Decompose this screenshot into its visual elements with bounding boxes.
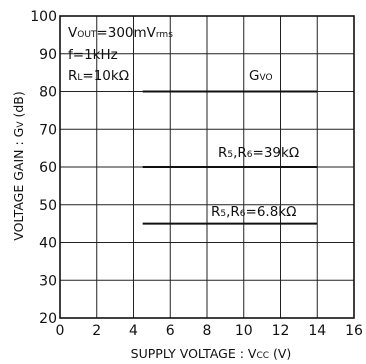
s39-r5: R — [218, 145, 227, 161]
xlabel-unit: (V) — [269, 346, 291, 361]
plot-frame — [59, 15, 355, 319]
s68-5: 5 — [220, 209, 226, 219]
cond-rl-val: =10kΩ — [82, 68, 129, 84]
gvo-g: G — [249, 68, 259, 84]
y-tick-label: 60 — [39, 160, 57, 176]
x-axis-label: SUPPLY VOLTAGE : VCC (V) — [131, 346, 292, 361]
x-tick-label: 14 — [308, 323, 326, 339]
cond-vout-val: =300mV — [96, 25, 156, 41]
s39-mid: ,R — [233, 145, 247, 161]
x-tick-label: 10 — [235, 323, 253, 339]
cond-rl-sub: L — [77, 73, 82, 83]
cond-vout-sub: OUT — [77, 30, 97, 40]
condition-frequency: f=1kHz — [68, 47, 118, 63]
y-tick-label: 90 — [39, 47, 57, 63]
x-tick-label: 6 — [166, 323, 175, 339]
condition-load: RL=10kΩ — [68, 68, 129, 84]
y-tick-label: 70 — [39, 122, 57, 138]
y-tick-label: 20 — [39, 311, 57, 327]
y-tick-label: 80 — [39, 85, 57, 101]
ylabel-unit: (dB) — [11, 91, 26, 121]
y-axis-label: VOLTAGE GAIN : GV (dB) — [11, 91, 26, 241]
condition-vout: VOUT=300mVrms — [68, 25, 173, 41]
y-tick-label: 40 — [39, 236, 57, 252]
cond-vout-rms: rms — [156, 30, 173, 40]
xlabel-main: SUPPLY VOLTAGE : V — [131, 346, 257, 361]
s68-6: 6 — [240, 209, 246, 219]
series-label-39k: R5,R6=39kΩ — [218, 145, 299, 161]
ylabel-main: VOLTAGE GAIN : G — [11, 128, 26, 241]
y-tick-label: 30 — [39, 273, 57, 289]
x-tick-label: 12 — [272, 323, 290, 339]
s68-val: =6.8kΩ — [246, 204, 297, 220]
s39-6: 6 — [247, 150, 253, 160]
s68-r5: R — [211, 204, 220, 220]
series-label-6k8: R5,R6=6.8kΩ — [211, 204, 296, 220]
cond-rl-r: R — [68, 68, 77, 84]
x-tick-label: 0 — [56, 323, 65, 339]
ylabel-sub: V — [16, 121, 26, 128]
x-tick-labels: 0 2 4 6 8 10 12 14 16 — [56, 323, 363, 339]
x-tick-label: 2 — [92, 323, 101, 339]
series-lines — [142, 90, 318, 225]
x-tick-label: 4 — [129, 323, 138, 339]
x-tick-label: 16 — [345, 323, 363, 339]
y-tick-label: 50 — [39, 198, 57, 214]
s39-5: 5 — [227, 150, 233, 160]
s39-val: =39kΩ — [253, 145, 300, 161]
series-label-gvo: GVO — [249, 68, 273, 84]
xlabel-sub: CC — [256, 351, 269, 361]
s68-mid: ,R — [226, 204, 240, 220]
cond-vout-v: V — [68, 25, 78, 41]
gvo-sub: VO — [259, 73, 272, 83]
y-tick-labels: 20 30 40 50 60 70 80 90 100 — [30, 9, 57, 327]
x-tick-label: 8 — [203, 323, 212, 339]
y-tick-label: 100 — [30, 9, 57, 25]
